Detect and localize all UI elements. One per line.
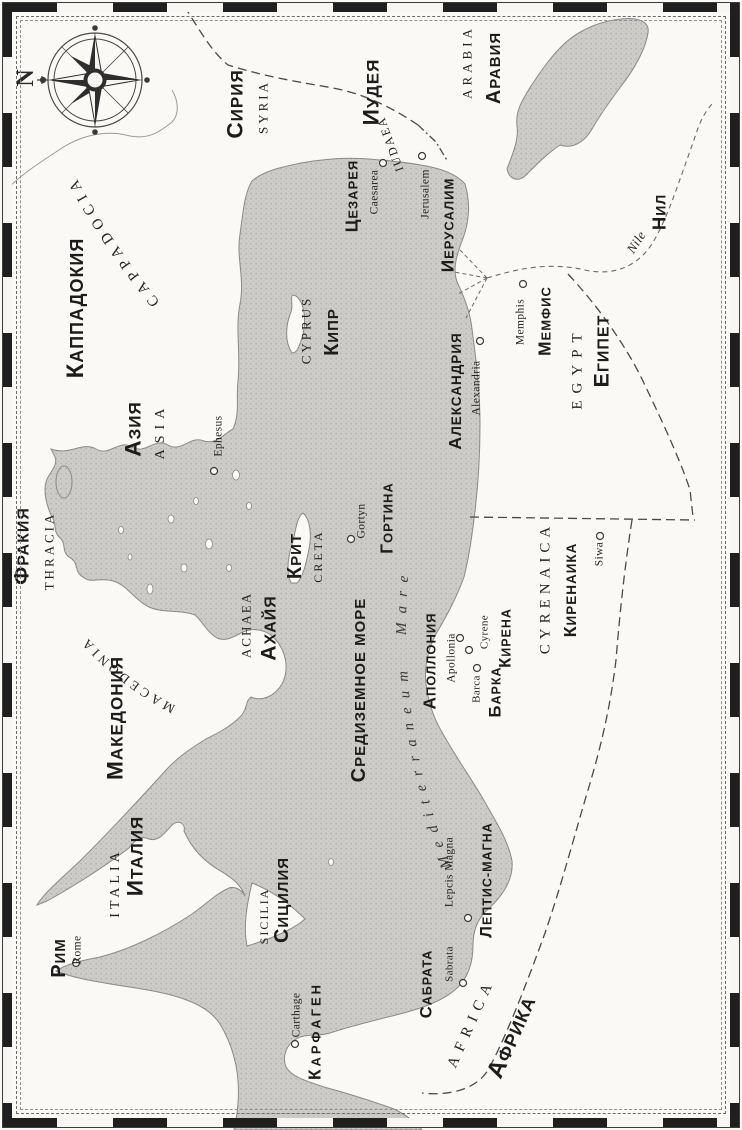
label-lepcis-ru: Лептис-Магна bbox=[476, 822, 496, 938]
label-mediterranean-ru: Средиземное море bbox=[348, 597, 371, 783]
marker-siwa bbox=[595, 531, 605, 541]
marker-caesarea bbox=[378, 158, 388, 168]
black-sea-coast bbox=[5, 89, 178, 191]
label-jerusalem-ru: Иерусалим bbox=[437, 177, 458, 273]
island-sicily bbox=[244, 882, 306, 947]
label-judea-ru: Иудея bbox=[358, 58, 384, 126]
marker-memphis bbox=[518, 279, 528, 289]
label-sicilia-ru: Сицилия bbox=[271, 856, 294, 944]
label-siwa-latin: Siwa bbox=[593, 541, 606, 567]
label-arabia-ru: Аравия bbox=[483, 31, 506, 105]
label-barca-ru: Барка bbox=[485, 666, 505, 718]
compass-rose bbox=[37, 25, 150, 135]
label-gortyn-latin: Gortyn bbox=[355, 503, 368, 539]
aegean-islands bbox=[118, 469, 252, 595]
sea-of-marmara bbox=[55, 465, 73, 499]
marker-ephesus bbox=[209, 466, 219, 476]
label-italia-latin: ITALIA bbox=[108, 848, 123, 918]
label-syria-latin: SYRIA bbox=[255, 79, 271, 135]
label-egypt-ru: Египет bbox=[589, 314, 614, 388]
label-cyrene-latin: Cyrene bbox=[478, 614, 491, 650]
label-carthage-latin: Carthage bbox=[290, 992, 303, 1038]
label-cyrenaica-ru: Киренаика bbox=[560, 542, 581, 638]
label-rome-latin: Rome bbox=[71, 935, 84, 965]
label-crete-latin: CRETA bbox=[311, 529, 325, 583]
label-arabia-latin: ARABIA bbox=[459, 25, 475, 99]
label-crete-ru: Крит bbox=[284, 532, 307, 580]
label-cyrene-ru: Кирена bbox=[495, 608, 515, 668]
island-crete bbox=[287, 512, 311, 584]
label-barca-latin: Barca bbox=[470, 675, 483, 703]
label-sabrata-ru: Сабрата bbox=[416, 949, 436, 1019]
marker-lepcis bbox=[463, 913, 473, 923]
border-egypt-west bbox=[469, 516, 696, 521]
label-apollonia-latin: Apollonia bbox=[445, 633, 458, 683]
marker-alexandria bbox=[475, 336, 485, 346]
label-egypt-latin: EGYPT bbox=[569, 326, 586, 410]
marker-rome bbox=[71, 958, 81, 968]
label-nile-ru: Нил bbox=[648, 193, 670, 231]
label-cyprus-ru: Кипр bbox=[321, 308, 344, 356]
label-cyprus-latin: CYPRUS bbox=[298, 295, 314, 365]
label-cappadocia-ru: Каппадокия bbox=[62, 237, 90, 379]
marker-jerusalem bbox=[417, 151, 427, 161]
label-achaea-latin: ACHAEA bbox=[238, 591, 254, 659]
marker-carthage bbox=[290, 1039, 300, 1049]
marker-sabrata bbox=[458, 978, 468, 988]
label-caesarea-ru: Цезарея bbox=[341, 159, 362, 233]
marker-gortyn bbox=[346, 534, 356, 544]
marker-cyrene bbox=[464, 645, 474, 655]
label-alexandria-ru: Александрия bbox=[445, 332, 466, 450]
label-syria-ru: Сирия bbox=[222, 69, 248, 139]
marker-barca bbox=[472, 663, 482, 673]
label-achaea-ru: Ахайя bbox=[256, 595, 281, 661]
border-egypt-arabia bbox=[567, 273, 694, 518]
label-alexandria-latin: Alexandria bbox=[470, 360, 483, 416]
label-carthage-ru: Карфаген bbox=[304, 981, 325, 1081]
label-rome-ru: Рим bbox=[48, 938, 71, 978]
red-sea bbox=[506, 18, 649, 180]
label-memphis-ru: Мемфис bbox=[534, 286, 555, 356]
label-ephesus-latin: Ephesus bbox=[212, 415, 225, 457]
label-macedonia-ru: Македония bbox=[102, 656, 128, 780]
compass-finials bbox=[37, 25, 150, 135]
border-syria-cappadocia bbox=[183, 5, 419, 126]
label-lepcis-latin: Lepcis Magna bbox=[443, 836, 456, 908]
mediterranean-sea bbox=[35, 157, 513, 1130]
label-jerusalem-latin: Jerusalem bbox=[419, 169, 432, 219]
nile-delta-branches bbox=[453, 249, 488, 319]
label-italia-ru: Италия bbox=[122, 815, 148, 897]
island-malta bbox=[328, 858, 334, 866]
label-cyrenaica-latin: CYRENAICA bbox=[537, 521, 554, 655]
label-caesarea-latin: Caesarea bbox=[368, 169, 381, 215]
label-sicilia-latin: SICILIA bbox=[257, 887, 271, 945]
label-thracia-ru: Фракия bbox=[9, 507, 34, 585]
label-memphis-latin: Memphis bbox=[514, 298, 527, 346]
label-sabrata-latin: Sabrata bbox=[443, 946, 456, 982]
label-asia-latin: ASIA bbox=[153, 402, 168, 460]
marker-apollonia bbox=[455, 633, 465, 643]
label-thracia-latin: THRACIA bbox=[41, 511, 57, 591]
label-gortyn-ru: Гортина bbox=[376, 482, 397, 554]
compass-north-label: N bbox=[13, 69, 39, 87]
island-cyprus bbox=[286, 294, 305, 354]
label-asia-ru: Азия bbox=[120, 401, 146, 457]
label-apollonia-ru: Аполлония bbox=[419, 612, 440, 710]
